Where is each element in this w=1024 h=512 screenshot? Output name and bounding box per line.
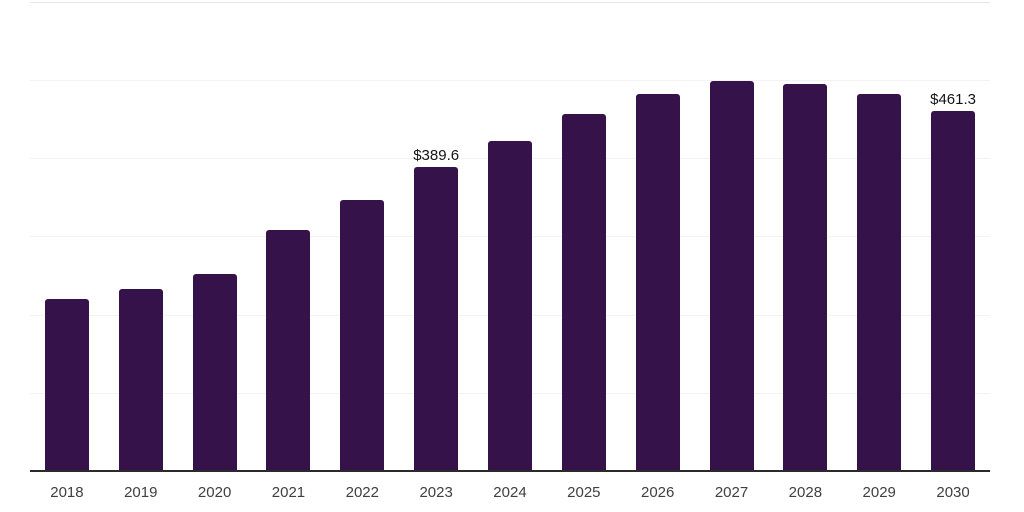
x-tick-label-2029: 2029 bbox=[862, 484, 896, 501]
bar-2029[interactable] bbox=[857, 94, 902, 472]
x-tick-label-2020: 2020 bbox=[197, 484, 232, 501]
bar-slot-2029 bbox=[842, 3, 916, 472]
bar-2030[interactable]: $461.3 bbox=[930, 91, 976, 472]
bar-slot-2027 bbox=[695, 3, 769, 472]
bar-2023[interactable]: $389.6 bbox=[413, 147, 459, 472]
x-tick-label-2030: 2030 bbox=[936, 484, 970, 501]
bar-2025[interactable] bbox=[561, 114, 606, 472]
bar-series: $389.6 $461.3 bbox=[30, 3, 990, 472]
x-tick-label-2018: 2018 bbox=[50, 484, 84, 501]
bar-2018[interactable] bbox=[44, 299, 89, 472]
bar-2024[interactable] bbox=[487, 141, 532, 472]
bar-2027[interactable] bbox=[709, 81, 754, 472]
bar-2022[interactable] bbox=[340, 200, 385, 472]
bar-2028[interactable] bbox=[783, 84, 828, 472]
bar-slot-2021 bbox=[252, 3, 326, 472]
x-tick-label-2021: 2021 bbox=[271, 484, 306, 501]
x-tick-label-2019: 2019 bbox=[124, 484, 158, 501]
bar-slot-2022 bbox=[325, 3, 399, 472]
x-tick-label-2026: 2026 bbox=[640, 484, 675, 501]
x-axis-tick-labels: 2018 2019 2020 2021 2022 2023 2024 2025 2026 2027… bbox=[30, 484, 990, 501]
bar-slot-2023: $389.6 bbox=[399, 3, 473, 472]
gridline-500 bbox=[30, 80, 990, 81]
x-tick-label-2023: 2023 bbox=[419, 484, 453, 501]
bar-slot-2028 bbox=[768, 3, 842, 472]
bar-slot-2020 bbox=[178, 3, 252, 472]
bar-2026[interactable] bbox=[635, 94, 680, 472]
bar-slot-2019 bbox=[104, 3, 178, 472]
bar-2021[interactable] bbox=[266, 230, 311, 472]
x-axis-line bbox=[30, 470, 990, 472]
x-tick-label-2028: 2028 bbox=[788, 484, 823, 501]
bar-value-label-2023: $389.6 bbox=[413, 147, 460, 164]
x-tick-label-2024: 2024 bbox=[493, 484, 527, 501]
bar-slot-2030: $461.3 bbox=[916, 3, 990, 472]
x-tick-label-2022: 2022 bbox=[345, 484, 379, 501]
bar-slot-2025 bbox=[547, 3, 621, 472]
plot-area: $389.6 $461.3 bbox=[30, 2, 990, 472]
bar-slot-2024 bbox=[473, 3, 547, 472]
bar-slot-2018 bbox=[30, 3, 104, 472]
bar-value-label-2030: $461.3 bbox=[930, 91, 976, 108]
x-tick-label-2025: 2025 bbox=[567, 484, 601, 501]
bar-2020[interactable] bbox=[192, 274, 237, 472]
x-tick-label-2027: 2027 bbox=[714, 484, 749, 501]
bar-2019[interactable] bbox=[118, 289, 163, 472]
bar-slot-2026 bbox=[621, 3, 695, 472]
